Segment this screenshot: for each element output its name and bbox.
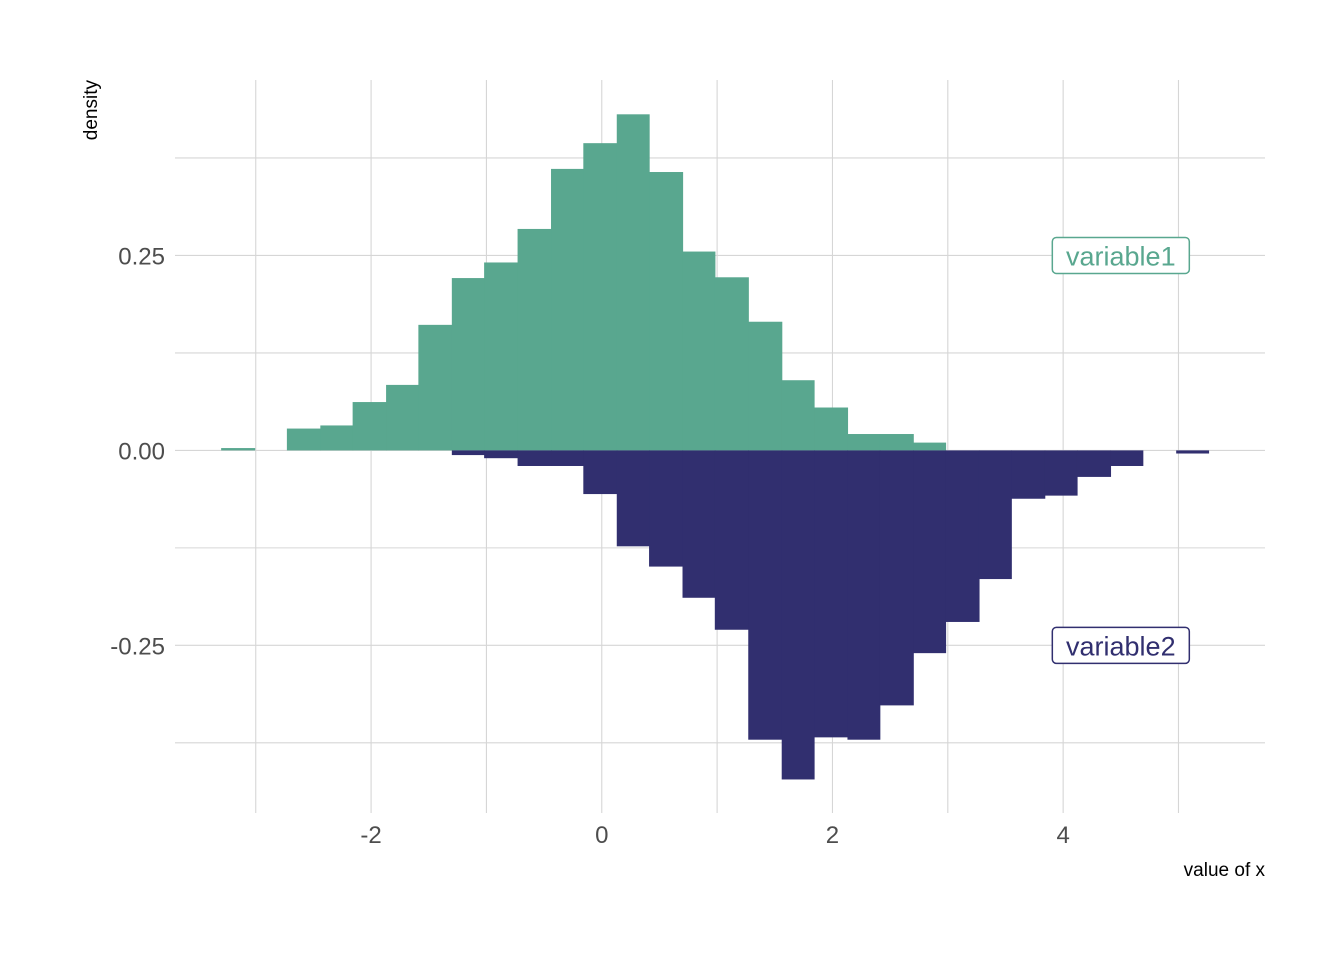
bar-variable2	[913, 450, 947, 654]
bar-variable2	[814, 450, 849, 738]
bar-variable1	[484, 262, 519, 451]
label-text: variable1	[1066, 241, 1176, 271]
bar-variable2	[1076, 450, 1112, 477]
bar-variable1	[847, 434, 881, 451]
bar-variable2	[1110, 450, 1144, 466]
bar-variable2	[484, 450, 519, 459]
axis-tick-labels: -2 0 2 4 0.25 0.00 -0.25	[110, 243, 1070, 849]
bar-variable2	[682, 450, 716, 598]
bar-variable2	[748, 450, 783, 740]
bar-variable2	[1044, 450, 1078, 496]
bar-variable1	[583, 143, 618, 451]
bar-variable1	[451, 278, 485, 451]
bar-variable2	[714, 450, 749, 630]
bar-variable1	[386, 384, 419, 451]
label-box	[1051, 626, 1191, 665]
bar-variable1	[814, 407, 849, 451]
bar-variable2	[781, 450, 815, 780]
y-tick-label: 0.25	[118, 243, 165, 270]
bar-variable2	[945, 450, 980, 622]
bar-variable1	[352, 402, 387, 451]
bar-variable1	[551, 168, 584, 451]
bar-variable1	[221, 448, 256, 451]
bar-variable1	[682, 251, 716, 451]
bar-variable2	[978, 450, 1012, 580]
bar-variable2	[1176, 450, 1210, 454]
series-label-variable1: variable1	[1051, 236, 1191, 275]
histogram-bars	[221, 114, 1210, 780]
x-tick-label: 0	[595, 822, 608, 849]
bar-variable2	[583, 450, 618, 495]
bar-variable1	[418, 324, 453, 451]
bar-variable1	[781, 380, 815, 451]
label-text: variable2	[1066, 631, 1176, 661]
x-tick-label: 4	[1056, 822, 1069, 849]
x-tick-label: -2	[360, 822, 381, 849]
bar-variable2	[649, 450, 684, 567]
bar-variable2	[551, 450, 584, 466]
x-axis-title: value of x	[1184, 860, 1266, 881]
bar-variable1	[649, 172, 684, 451]
bar-variable1	[714, 277, 749, 451]
bar-variable1	[517, 228, 552, 451]
bar-variable2	[517, 450, 552, 466]
bar-variable1	[616, 114, 650, 451]
bar-variable2	[847, 450, 881, 740]
label-box	[1051, 236, 1191, 275]
x-tick-label: 2	[826, 822, 839, 849]
bar-variable2	[616, 450, 650, 547]
bar-variable1	[286, 428, 321, 451]
bar-variable2	[879, 450, 914, 706]
bar-variable1	[748, 321, 783, 451]
bar-variable1	[320, 425, 354, 451]
bar-variable2	[451, 450, 485, 456]
y-tick-label: 0.00	[118, 438, 165, 465]
bar-variable2	[1011, 450, 1046, 499]
y-tick-label: -0.25	[110, 633, 165, 660]
bar-variable1	[913, 442, 947, 451]
y-axis-title: density	[81, 80, 102, 141]
series-label-variable2: variable2	[1051, 626, 1191, 665]
bar-variable1	[879, 434, 914, 451]
series-labels: variable1 variable2	[1051, 236, 1191, 665]
